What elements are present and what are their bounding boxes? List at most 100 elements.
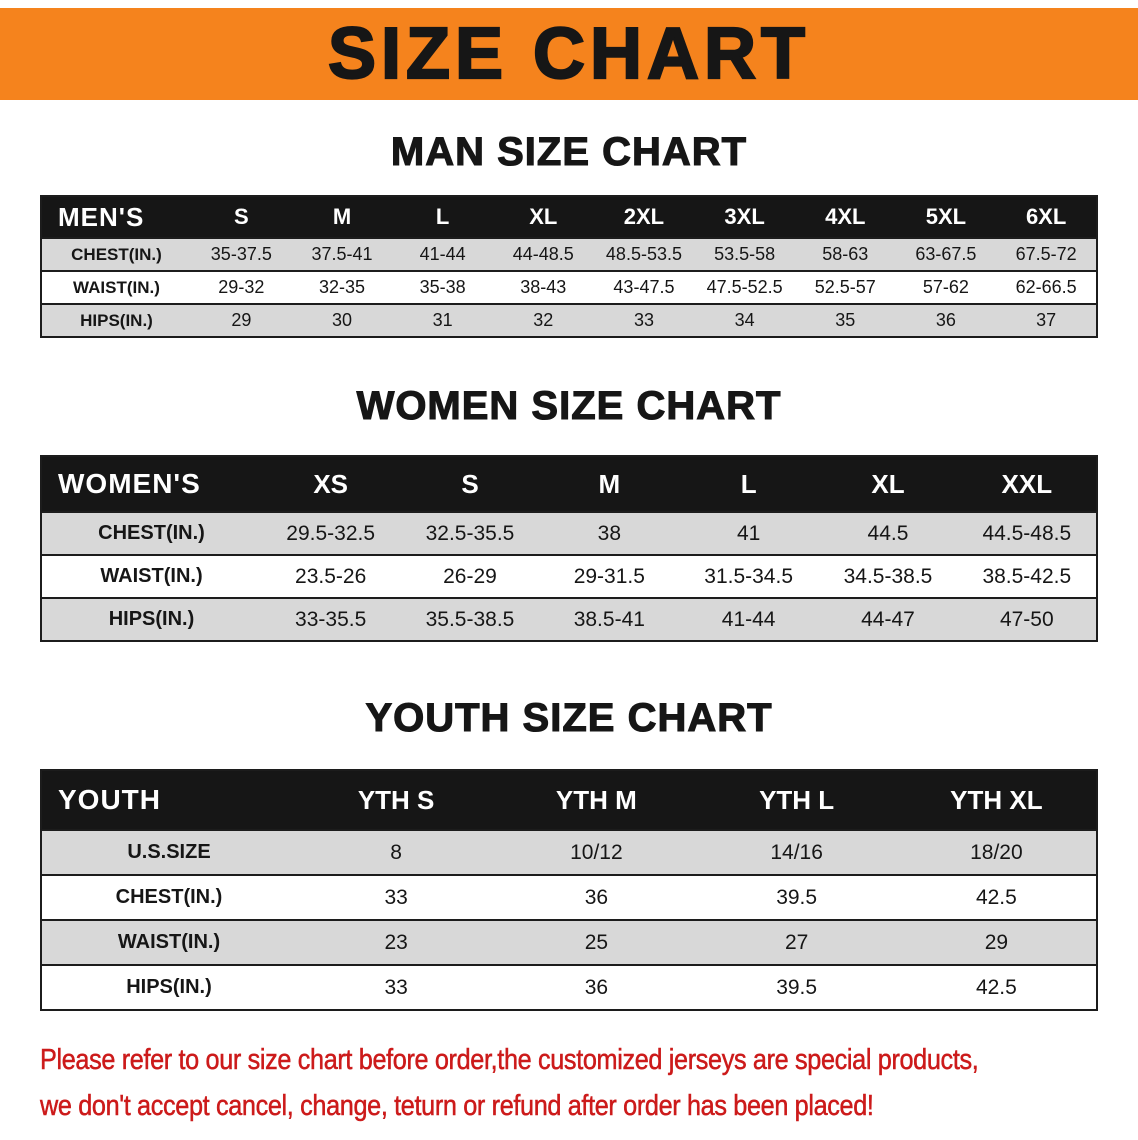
size-column-header: XXL xyxy=(957,456,1097,512)
size-value-cell: 31.5-34.5 xyxy=(704,564,794,588)
size-value-cell: 36 xyxy=(935,310,956,330)
size-value-cell: 52.5-57 xyxy=(814,277,876,297)
size-value-cell: 33 xyxy=(384,885,408,909)
measurement-row: WAIST(IN.) 23 25 27 29 xyxy=(41,920,1097,965)
size-column-header: XL xyxy=(492,196,594,238)
size-column-header: 4XL xyxy=(794,196,896,238)
disclaimer-line-2: we don't accept cancel, change, teturn o… xyxy=(40,1090,874,1123)
size-value-cell: 41-44 xyxy=(721,607,776,631)
table-header-row: YOUTH YTH S YTH M YTH L YTH XL xyxy=(41,770,1097,830)
page-title: SIZE CHART xyxy=(327,13,810,95)
size-column-header: YTH M xyxy=(496,770,697,830)
size-value-cell: 39.5 xyxy=(776,975,818,999)
measurement-row: HIPS(IN.) 33-35.5 35.5-38.5 38.5-41 41-44 44-… xyxy=(41,598,1097,641)
size-value-cell: 18/20 xyxy=(970,840,1023,864)
size-value-cell: 14/16 xyxy=(770,840,823,864)
size-value-cell: 30 xyxy=(331,310,352,330)
size-value-cell: 29 xyxy=(231,310,252,330)
size-column-header: S xyxy=(191,196,292,238)
size-chart-page: SIZE CHART MAN SIZE CHART MEN'S S M L XL 2XL 3… xyxy=(0,8,1138,1130)
size-value-cell: 38.5-42.5 xyxy=(982,564,1072,588)
size-value-cell: 26-29 xyxy=(443,564,497,588)
size-column-header: L xyxy=(392,196,493,238)
measurement-row: HIPS(IN.) 29 30 31 32 33 34 35 36 37 xyxy=(41,304,1097,337)
size-value-cell: 31 xyxy=(432,310,453,330)
size-value-cell: 36 xyxy=(584,885,609,909)
size-value-cell: 33 xyxy=(633,310,654,330)
measurement-row: WAIST(IN.) 23.5-26 26-29 29-31.5 31.5-34.5 34… xyxy=(41,555,1097,598)
size-value-cell: 36 xyxy=(584,975,609,999)
size-column-header: XS xyxy=(261,456,401,512)
youth-size-table: YOUTH YTH S YTH M YTH L YTH XL U.S.SIZE 8 10/12… xyxy=(40,769,1098,1011)
size-column-header: 5XL xyxy=(895,196,997,238)
men-size-section: MAN SIZE CHART MEN'S S M L XL 2XL 3XL 4XL 5XL 6XL… xyxy=(0,129,1138,338)
size-value-cell: 34 xyxy=(734,310,755,330)
size-column-header: M xyxy=(291,196,393,238)
youth-section-heading: YOUTH SIZE CHART xyxy=(365,695,773,740)
size-value-cell: 32 xyxy=(533,310,554,330)
size-value-cell: 44-47 xyxy=(861,607,915,631)
size-value-cell: 35-37.5 xyxy=(210,244,272,264)
size-value-cell: 10/12 xyxy=(570,840,623,864)
size-value-cell: 41-44 xyxy=(419,244,466,264)
row-label-cell: WAIST(IN.) xyxy=(117,931,221,953)
table-title-cell: WOMEN'S xyxy=(41,456,261,512)
size-value-cell: 29 xyxy=(984,930,1009,954)
size-value-cell: 23.5-26 xyxy=(295,564,367,588)
row-label-cell: CHEST(IN.) xyxy=(71,244,162,264)
measurement-row: HIPS(IN.) 33 36 39.5 42.5 xyxy=(41,965,1097,1010)
size-column-header: 6XL xyxy=(996,196,1097,238)
size-value-cell: 29-31.5 xyxy=(573,564,645,588)
size-value-cell: 35 xyxy=(835,310,856,330)
size-value-cell: 32-35 xyxy=(318,277,365,297)
size-column-header: 2XL xyxy=(593,196,695,238)
size-value-cell: 41 xyxy=(736,521,761,545)
size-column-header: M xyxy=(539,456,679,512)
size-value-cell: 42.5 xyxy=(975,975,1017,999)
row-label-cell: CHEST(IN.) xyxy=(115,886,223,908)
men-section-heading: MAN SIZE CHART xyxy=(390,129,748,174)
size-value-cell: 35.5-38.5 xyxy=(425,607,515,631)
size-value-cell: 27 xyxy=(784,930,809,954)
table-title-cell: YOUTH xyxy=(41,770,296,830)
table-header-row: WOMEN'S XS S M L XL XXL xyxy=(41,456,1097,512)
measurement-row: WAIST(IN.) 29-32 32-35 35-38 38-43 43-47.5 47.… xyxy=(41,271,1097,304)
size-value-cell: 58-63 xyxy=(822,244,869,264)
size-value-cell: 25 xyxy=(584,930,609,954)
size-column-header: S xyxy=(400,456,540,512)
measurement-row: U.S.SIZE 8 10/12 14/16 18/20 xyxy=(41,830,1097,875)
row-label-cell: WAIST(IN.) xyxy=(73,277,160,297)
size-value-cell: 37.5-41 xyxy=(311,244,373,264)
disclaimer-line-1: Please refer to our size chart before or… xyxy=(40,1044,979,1077)
size-value-cell: 53.5-58 xyxy=(714,244,776,264)
size-column-header: YTH L xyxy=(696,770,897,830)
size-value-cell: 33 xyxy=(384,975,408,999)
women-size-section: WOMEN SIZE CHART WOMEN'S XS S M L XL XXL CHEST(… xyxy=(0,383,1138,642)
size-chart-banner: SIZE CHART xyxy=(0,8,1138,100)
size-value-cell: 23 xyxy=(384,930,408,954)
size-value-cell: 35-38 xyxy=(419,277,466,297)
size-value-cell: 39.5 xyxy=(776,885,818,909)
row-label-cell: HIPS(IN.) xyxy=(126,976,212,998)
youth-size-section: YOUTH SIZE CHART YOUTH YTH S YTH M YTH L YTH… xyxy=(0,695,1138,1011)
men-size-table: MEN'S S M L XL 2XL 3XL 4XL 5XL 6XL CHEST(IN.) 35-37… xyxy=(40,195,1098,338)
row-label-cell: HIPS(IN.) xyxy=(80,310,153,330)
row-label-cell: CHEST(IN.) xyxy=(98,522,205,544)
size-column-header: XL xyxy=(818,456,958,512)
women-size-table: WOMEN'S XS S M L XL XXL CHEST(IN.) 29.5-32.5 32.5… xyxy=(40,455,1098,642)
size-value-cell: 62-66.5 xyxy=(1015,277,1077,297)
size-value-cell: 33-35.5 xyxy=(295,607,367,631)
size-value-cell: 47.5-52.5 xyxy=(706,277,783,297)
table-header-row: MEN'S S M L XL 2XL 3XL 4XL 5XL 6XL xyxy=(41,196,1097,238)
size-value-cell: 29-32 xyxy=(218,277,265,297)
measurement-row: CHEST(IN.) 35-37.5 37.5-41 41-44 44-48.5 48.5… xyxy=(41,238,1097,271)
size-value-cell: 37 xyxy=(1036,310,1057,330)
size-column-header: YTH S xyxy=(296,770,497,830)
row-label-cell: U.S.SIZE xyxy=(127,841,211,863)
size-value-cell: 47-50 xyxy=(999,607,1054,631)
size-value-cell: 32.5-35.5 xyxy=(425,521,515,545)
row-label-cell: WAIST(IN.) xyxy=(100,565,203,587)
size-value-cell: 42.5 xyxy=(975,885,1017,909)
size-value-cell: 8 xyxy=(390,840,402,864)
size-value-cell: 44.5 xyxy=(867,521,909,545)
